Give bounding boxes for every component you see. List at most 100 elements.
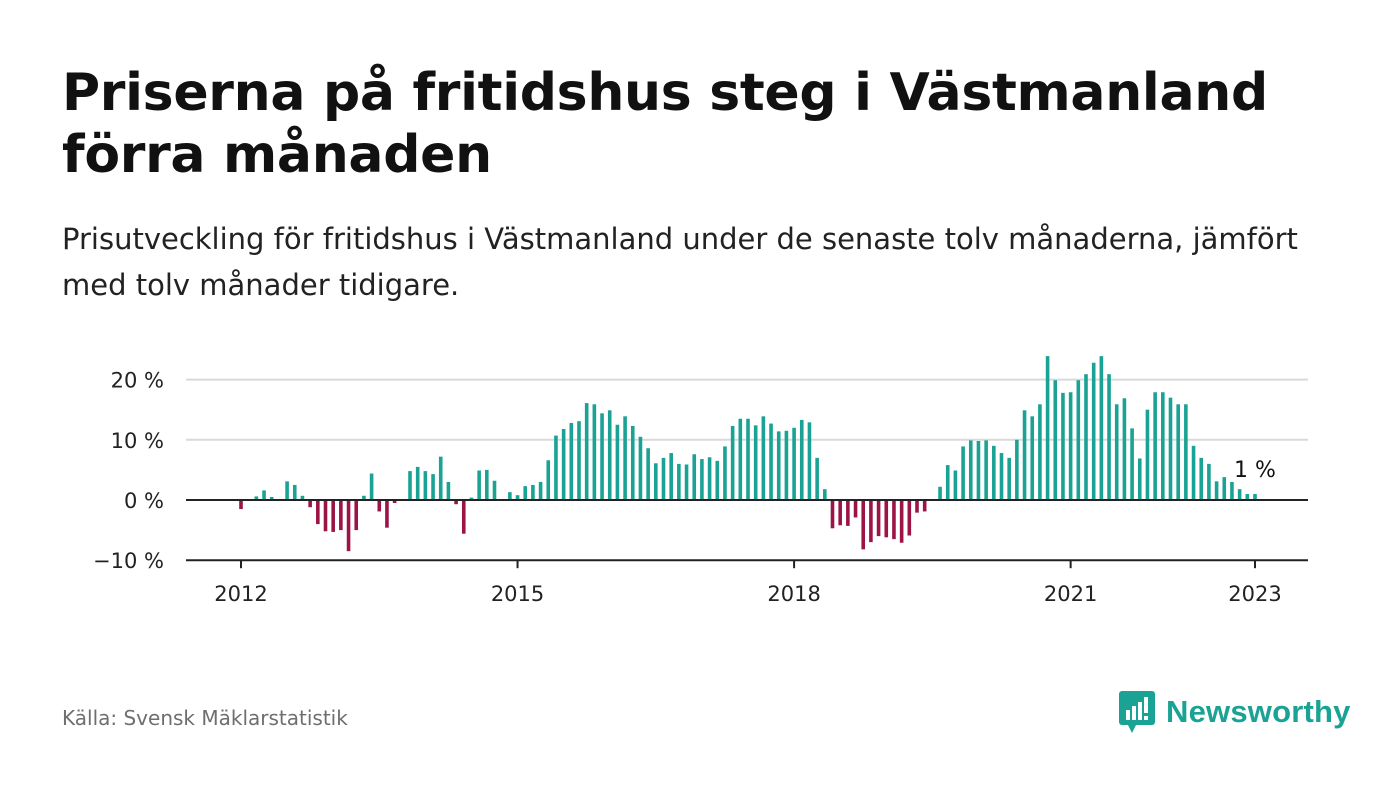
- bar: [638, 436, 643, 500]
- bar: [1015, 439, 1019, 500]
- bar: [661, 457, 666, 500]
- bar: [1107, 374, 1111, 500]
- bar: [838, 500, 842, 526]
- bar: [938, 486, 942, 500]
- bar: [1222, 477, 1227, 500]
- bar: [669, 453, 673, 500]
- bar: [915, 500, 919, 513]
- bar: [846, 500, 850, 526]
- brand-name: Newsworthy: [1166, 694, 1351, 729]
- bar: [308, 500, 312, 508]
- bar: [546, 460, 551, 500]
- bar: [485, 469, 489, 500]
- bar: [761, 416, 766, 500]
- bar: [492, 480, 497, 500]
- bar: [408, 471, 412, 500]
- bar: [1253, 493, 1257, 500]
- y-tick-label: 20 %: [111, 369, 164, 393]
- bar: [239, 500, 243, 510]
- bar: [531, 484, 535, 500]
- bar: [884, 500, 889, 538]
- bar: [1207, 463, 1211, 500]
- bar: [461, 500, 466, 534]
- bar: [1068, 392, 1073, 500]
- bar: [385, 500, 389, 528]
- bar: [600, 413, 604, 500]
- bar: [984, 440, 988, 500]
- bar: [254, 496, 259, 500]
- bar: [354, 500, 359, 531]
- latest-value-label: 1 %: [1234, 458, 1276, 483]
- bar: [561, 428, 566, 500]
- bar: [823, 489, 827, 500]
- bar: [830, 500, 835, 529]
- bar: [292, 484, 297, 500]
- bar: [607, 410, 612, 500]
- bar: [323, 500, 328, 532]
- bar: [992, 445, 996, 500]
- bar: [1130, 428, 1134, 500]
- bar: [369, 473, 374, 500]
- bar: [869, 500, 873, 543]
- bar: [577, 421, 581, 500]
- bar: [508, 492, 512, 500]
- bar: [776, 431, 781, 500]
- bar: [892, 500, 896, 540]
- bar: [1114, 404, 1119, 500]
- bars: [239, 356, 1257, 552]
- bar: [807, 422, 812, 500]
- bar: [945, 465, 950, 500]
- bar: [331, 500, 335, 532]
- bar: [339, 500, 343, 531]
- bar: [1030, 416, 1035, 500]
- bar: [723, 446, 727, 500]
- bar: [415, 466, 420, 500]
- bar: [707, 457, 712, 500]
- bar: [438, 456, 443, 500]
- bar: [815, 457, 819, 500]
- x-tick-label: 2015: [491, 582, 544, 606]
- bar: [269, 496, 274, 500]
- bar: [1099, 356, 1104, 500]
- source-note: Källa: Svensk Mäklarstatistik: [62, 706, 348, 730]
- bar: [377, 500, 382, 512]
- axes: [186, 499, 1308, 569]
- bar: [392, 500, 397, 504]
- bar: [1061, 392, 1065, 500]
- bar: [554, 435, 558, 500]
- bar: [454, 500, 458, 505]
- y-tick-label: 10 %: [111, 429, 164, 453]
- x-tick-label: 2018: [767, 582, 820, 606]
- bar: [1230, 481, 1234, 500]
- bar: [538, 481, 543, 500]
- bar: [1122, 398, 1127, 500]
- bar: [692, 454, 697, 500]
- bar: [1176, 404, 1180, 500]
- chart-subtitle: Prisutveckling för fritidshus i Västmanl…: [62, 222, 1298, 302]
- bar: [1137, 458, 1142, 500]
- bar: [1161, 392, 1165, 500]
- bar: [1091, 362, 1096, 500]
- bar: [446, 481, 451, 500]
- newsworthy-logo-icon: [1119, 691, 1155, 733]
- bar: [853, 500, 858, 518]
- bar: [362, 495, 366, 500]
- bar: [1237, 489, 1242, 500]
- bar: [1145, 409, 1150, 500]
- bar: [922, 500, 927, 512]
- chart-title: Priserna på fritidshus steg i Västmanlan…: [62, 63, 1268, 185]
- bar: [792, 427, 796, 500]
- bar: [523, 486, 528, 500]
- bar: [784, 430, 789, 500]
- bar: [477, 470, 481, 500]
- bar: [285, 481, 289, 500]
- bar: [584, 403, 589, 500]
- tick-labels: 20 % 10 % 0 % −10 % 2012 2015 2018 2021 2023 1 %: [93, 369, 1282, 607]
- bar: [700, 459, 704, 500]
- bar: [715, 460, 720, 500]
- bar: [1053, 380, 1058, 500]
- bar: [1007, 457, 1011, 500]
- bar: [1076, 380, 1081, 500]
- bar: [746, 418, 750, 500]
- bar-chart: 20 % 10 % 0 % −10 % 2012 2015 2018 2021 2023 1 %: [93, 356, 1308, 607]
